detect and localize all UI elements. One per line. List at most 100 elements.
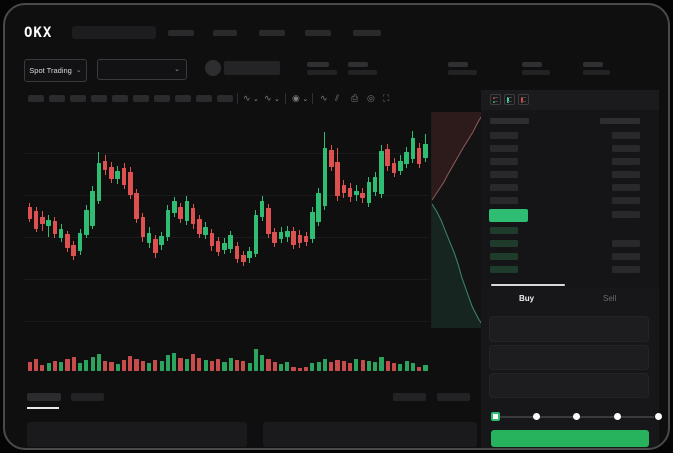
candle [316, 193, 321, 222]
toolbar-divider [285, 93, 286, 104]
chart-toolbar: ∿ ⌄ ∿ ⌄ ◉ ⌄ ∿ ⫽ ⎙ ◎ ⛶ [5, 89, 430, 109]
volume-bar [190, 354, 196, 371]
volume-bar [341, 361, 346, 371]
draw-tools-icon[interactable]: ⫽ [335, 93, 340, 103]
buy-submit-button[interactable] [491, 430, 649, 447]
bid-price-bar[interactable] [490, 266, 518, 273]
bottom-tab[interactable] [71, 393, 104, 401]
compare-icon[interactable]: ∿ [320, 93, 328, 103]
ask-price-bar[interactable] [490, 184, 518, 191]
chevron-down-icon: ⌄ [253, 96, 259, 103]
fullscreen-icon[interactable]: ⛶ [383, 93, 390, 103]
timeframe-button[interactable] [196, 95, 212, 102]
ask-amount-bar [612, 145, 640, 152]
slider-dot[interactable] [533, 413, 540, 420]
timeframe-button[interactable] [133, 95, 149, 102]
candle [259, 201, 265, 217]
volume-bar [90, 357, 95, 371]
volume-bar [27, 362, 32, 371]
stat-label-placeholder [583, 62, 603, 67]
timeframe-button[interactable] [70, 95, 86, 102]
book-combined-icon[interactable] [490, 94, 501, 105]
book-bids-only-icon[interactable] [504, 94, 515, 105]
nav-item[interactable] [305, 30, 331, 36]
volume-bar [297, 368, 302, 371]
nav-item[interactable] [259, 30, 285, 36]
volume-bar [140, 361, 145, 371]
candle [109, 167, 114, 179]
timeframe-button[interactable] [217, 95, 233, 102]
indicators-icon[interactable]: ◉ ⌄ [292, 93, 309, 104]
snapshot-camera-icon[interactable]: ⎙ [351, 93, 359, 103]
search-input[interactable] [72, 26, 156, 39]
bid-price-bar[interactable] [490, 253, 518, 260]
chart-gridline [23, 321, 429, 322]
tab-buy[interactable]: Buy [519, 294, 535, 303]
candle [222, 243, 227, 250]
candle [284, 231, 290, 237]
depth-chart[interactable] [431, 112, 484, 328]
candle [297, 235, 303, 243]
interval-icon[interactable]: ∿ ⌄ [264, 93, 280, 104]
active-tab-underline [27, 407, 59, 409]
bid-price-bar[interactable] [490, 227, 518, 234]
timeframe-button[interactable] [28, 95, 44, 102]
ask-price-bar[interactable] [490, 145, 518, 152]
candle [96, 163, 102, 201]
candle [33, 211, 39, 229]
chart-gridline [23, 279, 429, 280]
timeframe-button[interactable] [91, 95, 107, 102]
pair-selector[interactable]: ⌄ [97, 59, 187, 80]
orderbook-toolbar [481, 90, 659, 110]
volume-bar [417, 367, 422, 371]
bottom-tab[interactable] [27, 393, 61, 401]
price-chart[interactable] [5, 109, 430, 383]
trade-input-field[interactable] [489, 345, 649, 370]
ask-price-bar[interactable] [490, 158, 518, 165]
last-price-bar[interactable] [489, 209, 528, 222]
candle [335, 162, 340, 196]
stat-value-placeholder [348, 70, 377, 75]
trade-input-field[interactable] [489, 316, 649, 342]
book-asks-only-icon[interactable] [518, 94, 529, 105]
market-type-selector[interactable]: Spot Trading ⌄ [24, 59, 87, 82]
bottom-panel[interactable] [263, 422, 477, 447]
asks-depth-area [432, 112, 483, 200]
volume-bar [410, 363, 415, 371]
scroll-indicator[interactable] [491, 284, 565, 286]
amount-slider[interactable] [491, 412, 662, 422]
timeframe-button[interactable] [175, 95, 191, 102]
bottom-action[interactable] [437, 393, 470, 401]
slider-handle-active[interactable] [491, 412, 500, 421]
chart-settings-icon[interactable]: ◎ [367, 93, 375, 103]
candle [65, 234, 70, 248]
ask-price-bar[interactable] [490, 171, 518, 178]
slider-dot[interactable] [573, 413, 580, 420]
slider-dot[interactable] [655, 413, 662, 420]
account-avatar[interactable] [205, 60, 221, 76]
timeframe-button[interactable] [154, 95, 170, 102]
stat-label-placeholder [522, 62, 542, 67]
volume-bar [234, 360, 240, 371]
chart-style-icon[interactable]: ∿ ⌄ [243, 93, 259, 104]
candle [291, 231, 296, 245]
ask-price-bar[interactable] [490, 132, 518, 139]
tab-sell[interactable]: Sell [603, 294, 617, 303]
slider-dot[interactable] [614, 413, 621, 420]
candle [52, 221, 58, 234]
trade-input-field[interactable] [489, 373, 649, 398]
timeframe-button[interactable] [112, 95, 128, 102]
bottom-action[interactable] [393, 393, 426, 401]
okx-logo[interactable]: OKX [24, 25, 53, 41]
candle [322, 148, 328, 206]
nav-item[interactable] [168, 30, 194, 36]
mode-accent [493, 101, 495, 103]
nav-item[interactable] [213, 30, 237, 36]
bottom-panel[interactable] [27, 422, 247, 447]
nav-item[interactable] [353, 30, 381, 36]
chevron-down-icon: ⌄ [75, 67, 82, 74]
candle [171, 201, 177, 213]
bid-price-bar[interactable] [490, 240, 518, 247]
timeframe-button[interactable] [49, 95, 65, 102]
ask-price-bar[interactable] [490, 197, 518, 204]
